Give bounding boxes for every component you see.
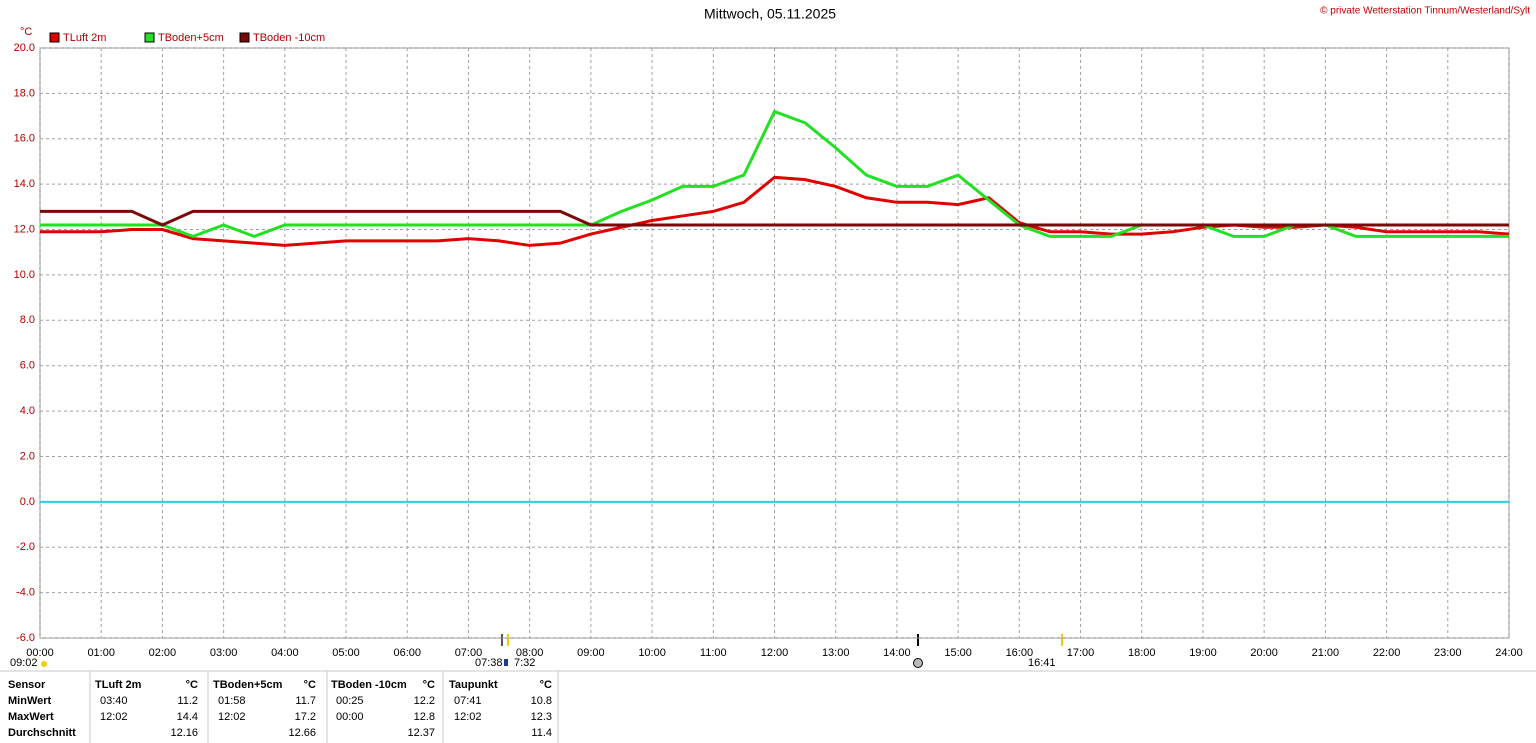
y-tick-label: 18.0 bbox=[14, 87, 35, 99]
y-tick-label: 0.0 bbox=[20, 496, 35, 508]
y-tick-label: 20.0 bbox=[14, 42, 35, 54]
row-label: MinWert bbox=[8, 695, 52, 707]
sun-time: 07:38 bbox=[475, 657, 503, 669]
table-cell: 11.2 bbox=[177, 695, 198, 707]
sun-time: 09:02 bbox=[10, 657, 38, 669]
table-header: Taupunkt bbox=[449, 679, 498, 691]
x-tick-label: 19:00 bbox=[1189, 647, 1217, 659]
table-dividers bbox=[89, 671, 559, 743]
table-cell: 00:25 bbox=[336, 695, 364, 707]
table-cell: 01:58 bbox=[218, 695, 246, 707]
y-unit: °C bbox=[20, 26, 32, 38]
table-cell: 12:02 bbox=[218, 711, 246, 723]
x-tick-label: 05:00 bbox=[332, 647, 360, 659]
x-tick-label: 17:00 bbox=[1067, 647, 1095, 659]
table-header: TBoden+5cm bbox=[213, 679, 283, 691]
y-tick-label: 16.0 bbox=[14, 133, 35, 145]
x-tick-label: 15:00 bbox=[944, 647, 972, 659]
y-tick-label: -2.0 bbox=[16, 541, 35, 553]
table-cell: 00:00 bbox=[336, 711, 364, 723]
table-header: °C bbox=[540, 679, 552, 691]
x-tick-label: 00:00 bbox=[26, 647, 54, 659]
y-tick-label: -6.0 bbox=[16, 632, 35, 644]
y-tick-label: 6.0 bbox=[20, 360, 35, 372]
table-cell: 03:40 bbox=[100, 695, 128, 707]
table-cell: 12.2 bbox=[414, 695, 435, 707]
x-tick-label: 12:00 bbox=[761, 647, 789, 659]
x-tick-label: 14:00 bbox=[883, 647, 911, 659]
sun-icon bbox=[41, 661, 47, 667]
y-tick-label: 10.0 bbox=[14, 269, 35, 281]
legend-swatch bbox=[49, 32, 60, 43]
legend-swatch bbox=[144, 32, 155, 43]
x-tick-label: 21:00 bbox=[1312, 647, 1340, 659]
x-tick-label: 18:00 bbox=[1128, 647, 1156, 659]
table-cell: 11.4 bbox=[531, 727, 552, 739]
y-tick-label: -4.0 bbox=[16, 587, 35, 599]
x-tick-label: 16:00 bbox=[1006, 647, 1034, 659]
x-tick-label: 11:00 bbox=[700, 647, 727, 659]
x-tick-label: 20:00 bbox=[1250, 647, 1278, 659]
sun-time: 16:41 bbox=[1028, 657, 1056, 669]
series-line bbox=[40, 209, 1509, 227]
row-label: Durchschnitt bbox=[8, 727, 76, 739]
table-header: °C bbox=[304, 679, 316, 691]
table-header: TLuft 2m bbox=[95, 679, 142, 691]
x-tick-label: 09:00 bbox=[577, 647, 605, 659]
table-header: °C bbox=[186, 679, 198, 691]
x-tick-label: 08:00 bbox=[516, 647, 544, 659]
x-tick-label: 23:00 bbox=[1434, 647, 1462, 659]
table-cell: 12.3 bbox=[531, 711, 552, 723]
legend-label: TLuft 2m bbox=[63, 32, 106, 44]
chart-title: Mittwoch, 05.11.2025 bbox=[704, 6, 836, 22]
table-cell: 17.2 bbox=[295, 711, 316, 723]
x-tick-label: 07:00 bbox=[455, 647, 483, 659]
legend-label: TBoden -10cm bbox=[253, 32, 325, 44]
y-tick-label: 2.0 bbox=[20, 450, 35, 462]
x-tick-label: 13:00 bbox=[822, 647, 850, 659]
table-header: TBoden -10cm bbox=[331, 679, 407, 691]
copyright: © private Wetterstation Tinnum/Westerlan… bbox=[1320, 6, 1530, 17]
x-tick-label: 10:00 bbox=[638, 647, 666, 659]
table-cell: 07:41 bbox=[454, 695, 482, 707]
series-line bbox=[40, 109, 1509, 238]
sun-icon bbox=[504, 659, 508, 666]
table-cell: 12.37 bbox=[407, 727, 435, 739]
sun-time: 7:32 bbox=[514, 657, 535, 669]
x-tick-label: 06:00 bbox=[393, 647, 421, 659]
y-tick-label: 8.0 bbox=[20, 314, 35, 326]
y-tick-label: 14.0 bbox=[14, 178, 35, 190]
x-tick-label: 03:00 bbox=[210, 647, 238, 659]
legend-label: TBoden+5cm bbox=[158, 32, 224, 44]
moon-icon bbox=[913, 658, 923, 668]
table-cell: 12.16 bbox=[170, 727, 198, 739]
table-cell: 12:02 bbox=[454, 711, 482, 723]
x-tick-label: 02:00 bbox=[149, 647, 177, 659]
table-header: Sensor bbox=[8, 679, 46, 691]
x-tick-label: 24:00 bbox=[1495, 647, 1523, 659]
table-cell: 12.8 bbox=[414, 711, 435, 723]
table-header: °C bbox=[423, 679, 435, 691]
y-tick-label: 12.0 bbox=[14, 223, 35, 235]
series-line bbox=[40, 175, 1510, 247]
y-tick-label: 4.0 bbox=[20, 405, 35, 417]
table-cell: 12:02 bbox=[100, 711, 128, 723]
row-label: MaxWert bbox=[8, 711, 54, 723]
x-tick-label: 01:00 bbox=[87, 647, 115, 659]
table-cell: 11.7 bbox=[295, 695, 316, 707]
legend-swatch bbox=[239, 32, 250, 43]
x-tick-label: 22:00 bbox=[1373, 647, 1401, 659]
table-cell: 12.66 bbox=[288, 727, 316, 739]
table-cell: 14.4 bbox=[177, 711, 198, 723]
table-cell: 10.8 bbox=[531, 695, 552, 707]
x-tick-label: 04:00 bbox=[271, 647, 299, 659]
